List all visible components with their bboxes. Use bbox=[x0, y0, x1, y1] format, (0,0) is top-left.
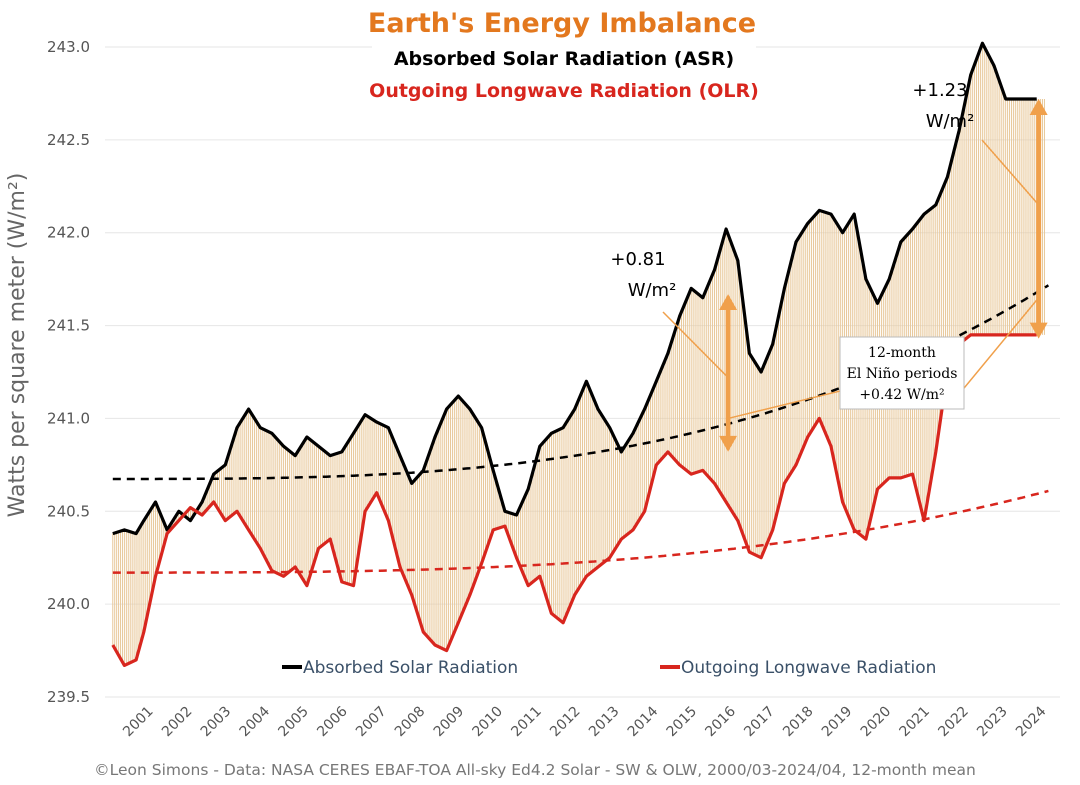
imbalance-fill bbox=[112, 43, 1045, 666]
x-tick-2017: 2017 bbox=[741, 704, 778, 741]
x-tick-2012: 2012 bbox=[547, 704, 584, 741]
elnino-box bbox=[839, 336, 965, 410]
y-tick-labels: 239.5 240.0 240.5 241.0 241.5 242.0 242.5 243.0 bbox=[47, 38, 90, 706]
trend-olr bbox=[112, 489, 1049, 574]
x-tick-2016: 2016 bbox=[702, 703, 739, 740]
x-tick-2023: 2023 bbox=[974, 704, 1011, 741]
x-tick-2010: 2010 bbox=[470, 704, 507, 741]
arrow1-label-unit: W/m² bbox=[628, 280, 677, 301]
x-tick-2006: 2006 bbox=[314, 703, 351, 740]
arrow2-label-unit: W/m² bbox=[926, 111, 975, 132]
legend: Absorbed Solar Radiation Outgoing Longwa… bbox=[282, 658, 936, 678]
x-tick-2024: 2024 bbox=[1013, 703, 1050, 740]
subtitle-olr-bg bbox=[372, 76, 756, 104]
footer-credit: ©Leon Simons - Data: NASA CERES EBAF-TOA… bbox=[94, 761, 976, 779]
x-tick-2015: 2015 bbox=[664, 704, 701, 741]
x-tick-2011: 2011 bbox=[508, 704, 545, 741]
series-olr-line bbox=[111, 333, 1037, 667]
subtitle-asr: Absorbed Solar Radiation (ASR) bbox=[394, 48, 734, 70]
x-tick-2005: 2005 bbox=[275, 704, 312, 741]
arrow2-label-value: +1.23 bbox=[912, 80, 967, 101]
x-tick-2001: 2001 bbox=[120, 704, 157, 741]
trend-asr bbox=[112, 284, 1050, 481]
arrow-2016-head-top bbox=[719, 294, 738, 310]
connector-label1 bbox=[662, 311, 729, 379]
subtitle-olr: Outgoing Longwave Radiation (OLR) bbox=[369, 80, 759, 102]
arrow-2024-head-bottom bbox=[1029, 322, 1048, 339]
arrow1-label-value: +0.81 bbox=[610, 249, 665, 270]
y-tick-240.5: 240.5 bbox=[47, 502, 90, 520]
x-tick-2014: 2014 bbox=[625, 703, 662, 740]
chart-title: Earth's Energy Imbalance bbox=[368, 8, 756, 39]
x-tick-2002: 2002 bbox=[159, 704, 196, 741]
x-tick-2008: 2008 bbox=[392, 704, 429, 741]
x-tick-2018: 2018 bbox=[780, 704, 817, 741]
elnino-box-line2: El Niño periods bbox=[847, 366, 958, 382]
y-tick-241.0: 241.0 bbox=[47, 409, 90, 427]
y-tick-240.0: 240.0 bbox=[47, 595, 90, 613]
x-tick-2013: 2013 bbox=[586, 704, 623, 741]
y-tick-241.5: 241.5 bbox=[47, 317, 90, 335]
x-tick-2021: 2021 bbox=[897, 704, 934, 741]
trend-lines bbox=[112, 284, 1050, 574]
series-asr-line bbox=[112, 41, 1037, 536]
series-lines bbox=[111, 41, 1037, 667]
y-axis-label: Watts per square meter (W/m²) bbox=[5, 173, 30, 518]
x-tick-2019: 2019 bbox=[819, 704, 856, 741]
y-tick-242.5: 242.5 bbox=[47, 131, 90, 149]
x-tick-2009: 2009 bbox=[431, 704, 468, 741]
x-tick-2007: 2007 bbox=[353, 704, 390, 741]
x-tick-2003: 2003 bbox=[198, 704, 235, 741]
x-tick-2020: 2020 bbox=[858, 704, 895, 741]
subtitle-asr-bg bbox=[372, 44, 756, 72]
arrow-2024-head-top bbox=[1029, 99, 1048, 115]
x-tick-labels: 2001 2002 2003 2004 2005 2006 2007 2008 2009 2010… bbox=[120, 703, 1049, 740]
elnino-box-line3: +0.42 W/m² bbox=[859, 387, 944, 403]
y-tick-239.5: 239.5 bbox=[47, 688, 90, 706]
legend-asr-label: Absorbed Solar Radiation bbox=[303, 658, 518, 678]
x-tick-2022: 2022 bbox=[935, 704, 972, 741]
y-tick-243.0: 243.0 bbox=[47, 38, 90, 56]
legend-olr-label: Outgoing Longwave Radiation bbox=[681, 658, 936, 678]
annotations: +0.81 W/m² +1.23 W/m² 12-month El Niño period… bbox=[610, 80, 1048, 452]
connector-label2 bbox=[981, 139, 1040, 206]
arrow-2016-head-bottom bbox=[719, 435, 738, 452]
elnino-box-line1: 12-month bbox=[868, 345, 936, 361]
y-tick-242.0: 242.0 bbox=[47, 224, 90, 242]
connector-box-right bbox=[961, 297, 1040, 392]
x-tick-2004: 2004 bbox=[237, 703, 274, 740]
connector-box-left bbox=[727, 389, 843, 420]
